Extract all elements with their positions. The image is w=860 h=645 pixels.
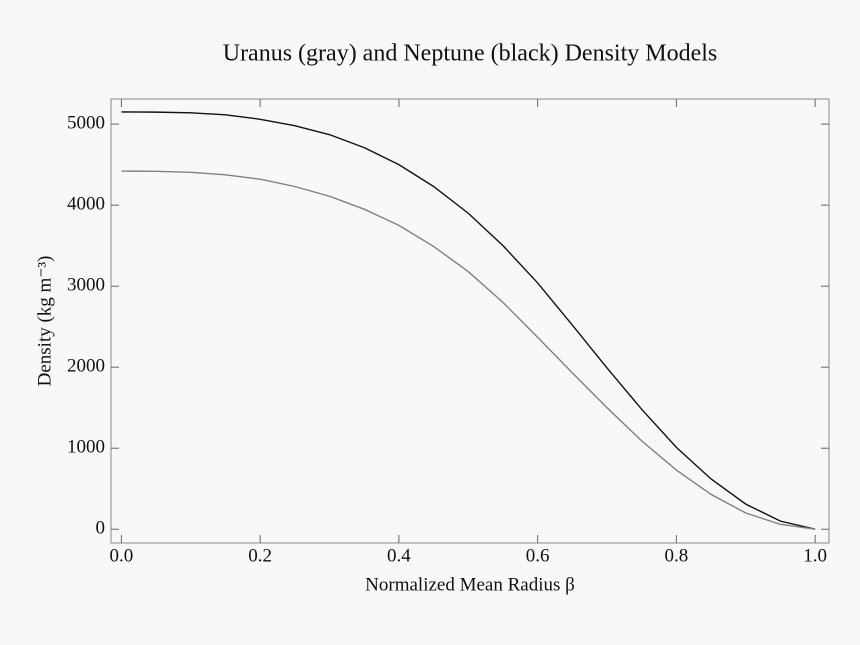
x-tick-label: 0.0 [110,545,134,566]
data-line [121,170,816,530]
data-line [121,111,816,530]
x-tick-label: 0.8 [665,545,689,566]
x-axis-label: Normalized Mean Radius β [365,574,575,595]
y-tick-label: 4000 [67,193,105,214]
y-tick-label: 1000 [67,437,105,458]
chart-title: Uranus (gray) and Neptune (black) Densit… [223,41,718,67]
x-tick-label: 0.4 [387,545,411,566]
y-tick-label: 2000 [67,356,105,377]
x-tick-label: 0.2 [248,545,272,566]
y-tick-label: 0 [96,518,106,539]
x-tick-label: 0.6 [526,545,550,566]
y-tick-label: 3000 [67,275,105,296]
y-axis-label: Density (kg m⁻³) [34,256,55,387]
y-tick-label: 5000 [67,112,105,133]
x-tick-label: 1.0 [803,545,827,566]
plot-frame [110,98,830,544]
